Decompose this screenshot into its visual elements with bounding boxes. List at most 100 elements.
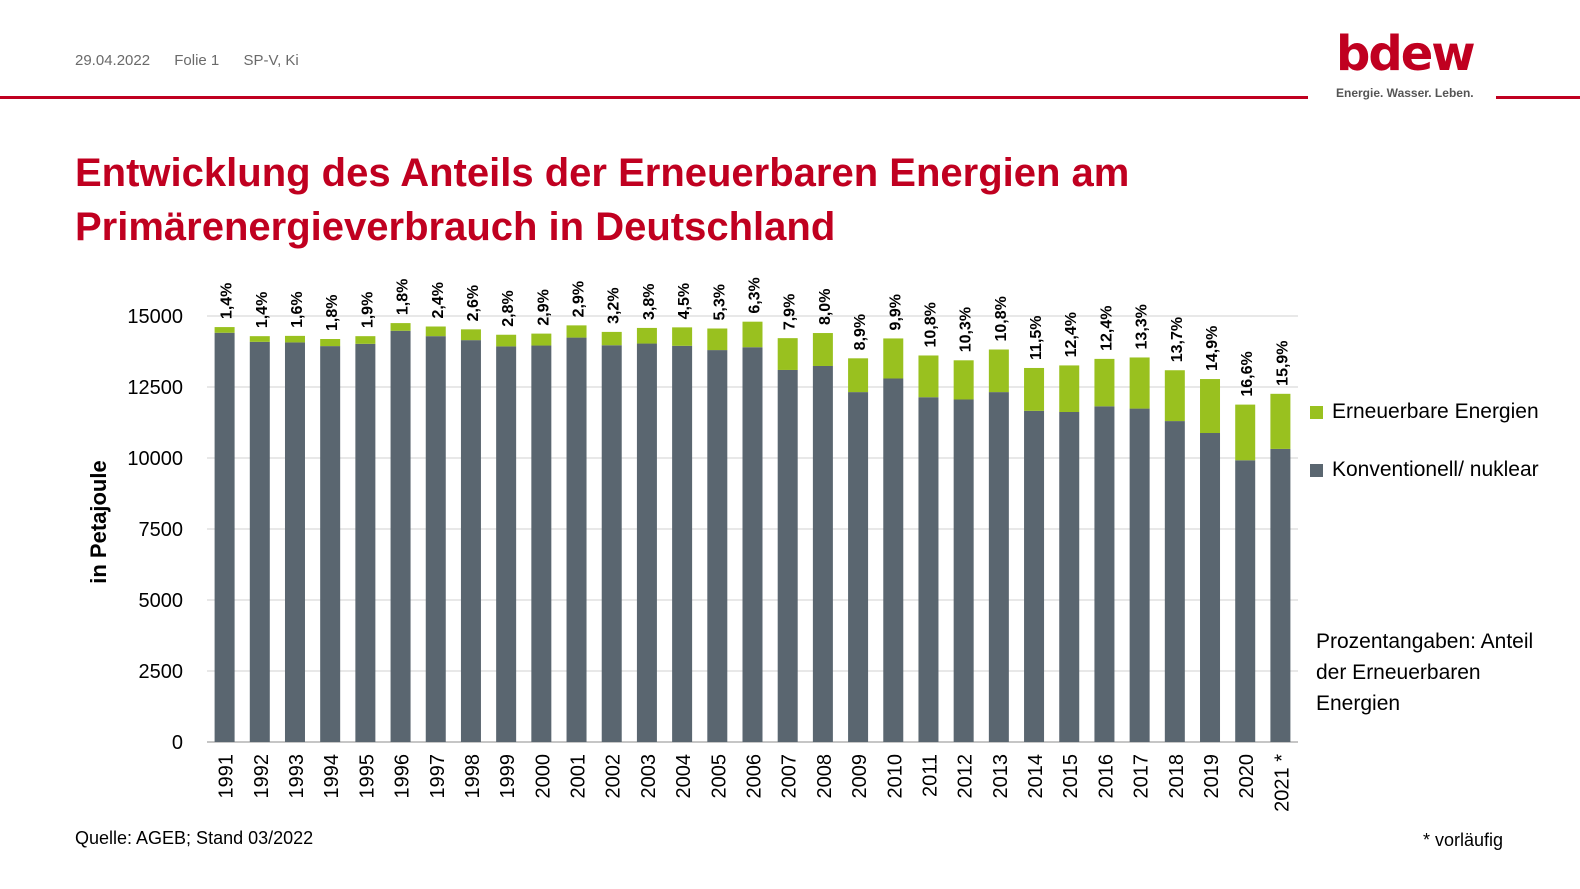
bar-conventional [1270, 448, 1291, 742]
share-label: 7,9% [782, 294, 799, 330]
share-label: 16,6% [1239, 351, 1256, 396]
x-tick-label: 2012 [955, 754, 977, 799]
legend-item-renewable: Erneuerbare Energien [1310, 396, 1540, 428]
bar-conventional [1024, 410, 1045, 742]
share-label: 1,4% [219, 283, 236, 319]
bar-renewable [284, 335, 305, 343]
bar-renewable [214, 327, 235, 333]
bar-conventional [425, 336, 446, 742]
bar-renewable [953, 360, 974, 400]
legend-item-conventional: Konventionell/ nuklear [1310, 454, 1540, 486]
share-label: 2,9% [535, 289, 552, 325]
bar-renewable [355, 336, 376, 344]
share-label: 11,5% [1028, 315, 1045, 359]
share-label: 1,6% [289, 291, 306, 327]
legend-label-conventional: Konventionell/ nuklear [1332, 458, 1539, 481]
x-tick-label: 2011 [919, 754, 941, 797]
bar-conventional [566, 337, 587, 742]
x-tick-label: 2003 [638, 754, 660, 799]
y-tick-label: 0 [172, 732, 183, 754]
bar-conventional [390, 330, 411, 742]
bar-renewable [672, 327, 693, 346]
share-label: 12,4% [1098, 306, 1115, 351]
x-tick-label: 1994 [321, 754, 343, 799]
x-tick-label: 2008 [814, 754, 836, 799]
chart-legend: Erneuerbare Energien Konventionell/ nukl… [1310, 396, 1540, 512]
share-label: 5,3% [711, 284, 728, 320]
bar-renewable [848, 358, 869, 393]
bar-renewable [1270, 393, 1291, 449]
share-label: 2,8% [500, 290, 517, 326]
bar-renewable [1164, 370, 1185, 422]
bar-renewable [531, 333, 552, 346]
share-label: 3,2% [606, 287, 623, 323]
share-label: 1,9% [359, 292, 376, 328]
x-tick-label: 2009 [849, 754, 871, 799]
y-tick-label: 7500 [139, 519, 184, 541]
share-label: 1,8% [324, 295, 341, 331]
x-tick-label: 1995 [356, 754, 378, 799]
bar-renewable [1094, 358, 1115, 407]
share-label: 12,4% [1063, 312, 1080, 357]
share-label: 15,9% [1274, 340, 1291, 385]
y-tick-label: 5000 [139, 590, 184, 612]
y-tick-label: 2500 [139, 661, 184, 683]
bar-conventional [953, 399, 974, 742]
bar-conventional [496, 346, 517, 742]
x-tick-label: 1993 [286, 754, 308, 799]
share-label: 3,8% [641, 283, 658, 319]
slide-title: Entwicklung des Anteils der Erneuerbaren… [75, 151, 1130, 249]
share-label: 2,6% [465, 285, 482, 321]
bar-conventional [883, 378, 904, 742]
bar-renewable [742, 321, 763, 348]
bar-conventional [1129, 408, 1150, 742]
share-label: 13,7% [1169, 317, 1186, 362]
bar-renewable [707, 328, 728, 351]
bar-renewable [883, 338, 904, 379]
share-label: 2,4% [430, 282, 447, 318]
x-tick-label: 2019 [1201, 754, 1223, 799]
bar-conventional [707, 350, 728, 742]
slide-dept: SP-V, Ki [243, 52, 299, 69]
header-rule-right [1496, 96, 1580, 99]
bar-conventional [601, 345, 622, 742]
share-label: 1,4% [254, 292, 271, 328]
bar-conventional [1059, 411, 1080, 742]
bar-renewable [390, 323, 411, 331]
x-tick-label: 2000 [532, 754, 554, 799]
bdew-logo: bdew Energie. Wasser. Leben. [1336, 28, 1476, 100]
legend-swatch-renewable [1310, 406, 1323, 419]
bar-renewable [601, 331, 622, 346]
share-label: 6,3% [747, 277, 764, 313]
bar-renewable [1129, 357, 1150, 409]
bar-conventional [848, 392, 869, 742]
x-tick-label: 2016 [1095, 754, 1117, 799]
x-tick-label: 1997 [427, 754, 449, 799]
x-tick-label: 2021 * [1271, 754, 1293, 812]
bar-renewable [1235, 404, 1256, 461]
logo-wordmark: bdew [1336, 26, 1476, 82]
bar-renewable [320, 339, 341, 347]
slide-date: 29.04.2022 [75, 52, 151, 69]
x-tick-label: 2002 [603, 754, 625, 799]
bar-renewable [425, 326, 446, 337]
bar-renewable [777, 338, 798, 370]
bar-renewable [1200, 379, 1221, 434]
bar-conventional [777, 369, 798, 742]
x-tick-label: 2014 [1025, 754, 1047, 799]
share-label: 1,8% [395, 279, 412, 315]
x-tick-label: 1991 [216, 754, 238, 799]
x-tick-label: 2005 [708, 754, 730, 799]
bar-renewable [496, 334, 517, 347]
x-tick-label: 2015 [1060, 754, 1082, 799]
slide-meta: 29.04.2022 Folie 1 SP-V, Ki [75, 52, 319, 69]
share-label: 2,9% [571, 281, 588, 317]
logo-tagline: Energie. Wasser. Leben. [1336, 86, 1474, 100]
slide-number: Folie 1 [174, 52, 220, 69]
bar-conventional [249, 341, 270, 742]
share-label: 14,9% [1204, 326, 1221, 371]
bar-conventional [1200, 433, 1221, 742]
x-tick-label: 2004 [673, 754, 695, 799]
bar-conventional [988, 392, 1009, 742]
share-label: 10,8% [993, 296, 1010, 341]
